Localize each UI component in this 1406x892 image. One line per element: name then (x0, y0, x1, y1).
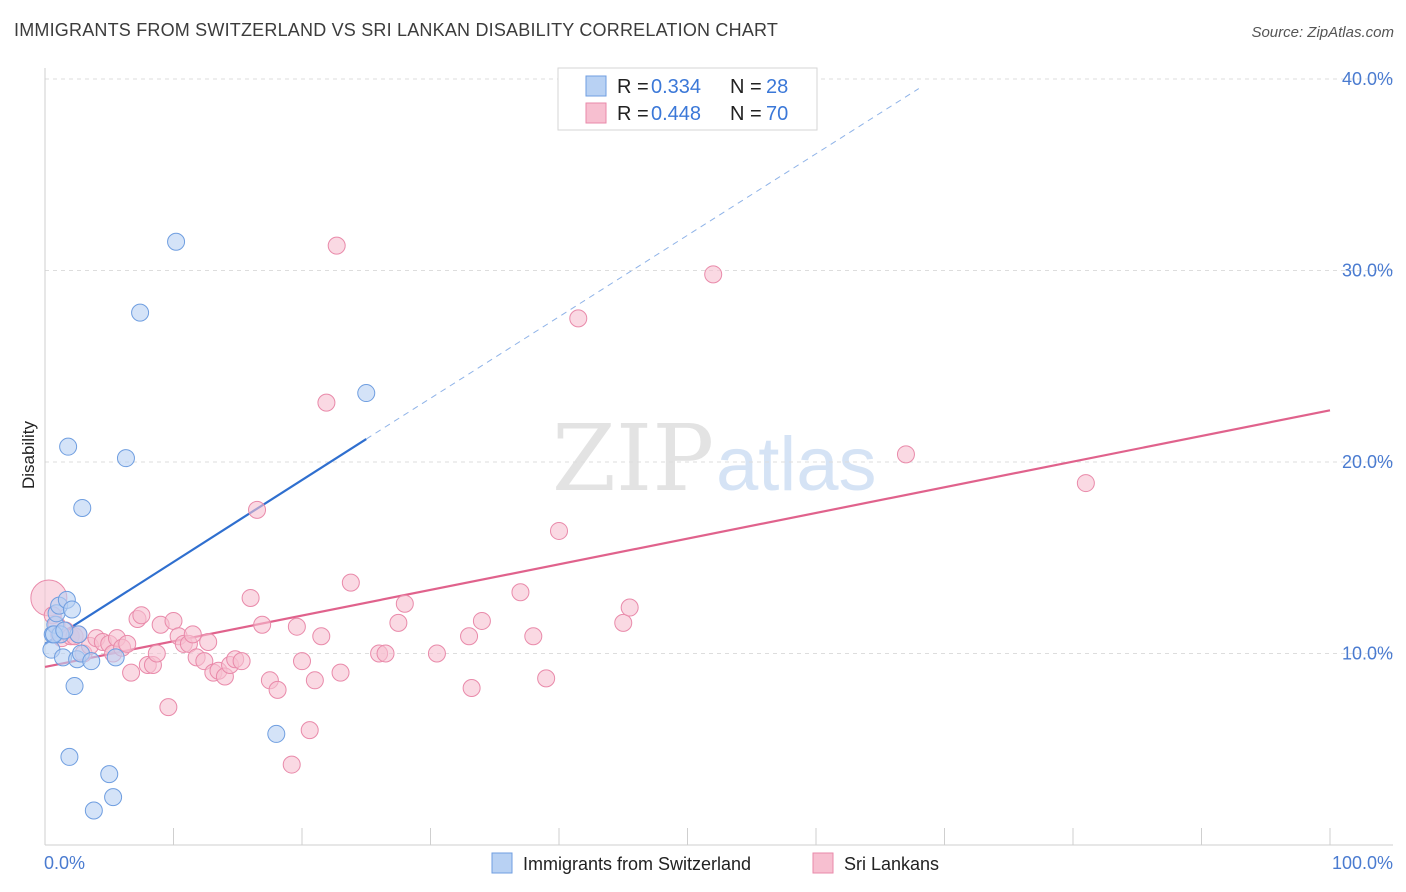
pink-data-point (132, 606, 151, 625)
blue-data-point (82, 652, 101, 671)
pink-data-point (614, 613, 633, 632)
axes (44, 68, 1393, 846)
blue-data-point (59, 437, 78, 456)
blue-data-point (62, 600, 81, 619)
pink-data-point (164, 611, 183, 630)
pink-data-point (183, 625, 202, 644)
pink-data-point (376, 644, 395, 663)
pink-data-point (427, 644, 446, 663)
legend-swatch-blue (585, 75, 607, 97)
legend-n-label: N = (730, 76, 762, 98)
pink-data-point (896, 445, 915, 464)
legend-n-value: 28 (766, 76, 788, 98)
pink-data-point (569, 309, 588, 328)
pink-data-point (331, 663, 350, 682)
pink-data-point (268, 680, 287, 699)
pink-data-point (282, 755, 301, 774)
chart-title: IMMIGRANTS FROM SWITZERLAND VS SRI LANKA… (14, 20, 779, 40)
blue-data-point (100, 765, 119, 784)
legend-r-value: 0.334 (651, 76, 701, 98)
pink-data-point (341, 573, 360, 592)
pink-data-point (524, 627, 543, 646)
legend-r-label: R = (617, 103, 649, 125)
pink-data-point (550, 521, 568, 540)
legend-item-blue: R = 0.334 N = 28 (585, 75, 788, 98)
pink-data-point (317, 393, 336, 412)
blue-data-point (60, 747, 79, 766)
pink-data-point (462, 678, 481, 697)
blue-data-point (106, 648, 125, 667)
legend: R = 0.334 N = 28 R = 0.448 N = 70 (557, 67, 818, 131)
pink-data-point (395, 594, 414, 613)
blue-data-point (357, 384, 376, 403)
blue-data-point (131, 303, 150, 322)
pink-data-point (159, 698, 178, 717)
blue-data-point (104, 788, 123, 807)
blue-data-point (65, 677, 84, 696)
pink-data-point (199, 633, 218, 652)
watermark-atlas: atlas (716, 422, 877, 507)
legend-swatch-pink (585, 102, 607, 124)
pink-data-point (620, 598, 639, 617)
legend-n-value: 70 (766, 103, 788, 125)
pink-data-point (248, 500, 267, 519)
pink-data-point (293, 652, 311, 671)
pink-data-point (253, 615, 272, 634)
pink-data-point (537, 669, 556, 688)
legend-n-label: N = (730, 103, 762, 125)
y-tick-label: 30.0% (1342, 261, 1393, 281)
pink-data-point (118, 634, 137, 653)
pink-data-point (122, 663, 141, 682)
bottom-legend-label: Immigrants from Switzerland (523, 854, 751, 874)
source-label: Source: ZipAtlas.com (1251, 24, 1394, 41)
legend-r-label: R = (617, 76, 649, 98)
pink-data-point (327, 236, 346, 255)
pink-data-point (704, 265, 723, 284)
y-tick-label: 20.0% (1342, 452, 1393, 472)
pink-data-point (147, 644, 166, 663)
bottom-legend-swatch-blue (491, 852, 513, 874)
y-axis-label: Disability (19, 420, 38, 489)
x-tick-label: 0.0% (44, 853, 85, 873)
legend-item-pink: R = 0.448 N = 70 (585, 102, 788, 125)
blue-data-point (167, 232, 186, 251)
pink-data-point (241, 588, 260, 607)
x-tick-labels: 0.0% 100.0% (44, 853, 1393, 873)
pink-data-point (511, 583, 530, 602)
pink-data-point (389, 613, 408, 632)
blue-data-point (116, 449, 135, 468)
blue-data-point (267, 724, 286, 743)
pink-data-point (300, 721, 319, 740)
bottom-legend-label: Sri Lankans (844, 854, 939, 874)
watermark-zip: ZIP (552, 405, 714, 512)
pink-data-point (287, 617, 306, 636)
pink-data-point (232, 652, 251, 671)
blue-trend-extension (365, 88, 920, 440)
blue-data-point (84, 801, 103, 820)
legend-r-value: 0.448 (651, 103, 701, 125)
pink-data-point (1076, 474, 1095, 493)
y-tick-labels: 10.0% 20.0% 30.0% 40.0% (1342, 69, 1393, 664)
blue-trend-line (44, 438, 367, 645)
trend-lines (44, 88, 1331, 668)
pink-data-point (460, 627, 479, 646)
y-tick-label: 40.0% (1342, 69, 1393, 89)
y-tick-label: 10.0% (1342, 644, 1393, 664)
blue-data-point (73, 498, 92, 517)
blue-data-point (55, 621, 74, 640)
pink-data-point (472, 611, 491, 630)
data-points (30, 232, 1095, 820)
pink-data-point (312, 627, 331, 646)
gridlines (45, 78, 1393, 654)
bottom-legend-swatch-pink (812, 852, 834, 874)
x-tick-label: 100.0% (1332, 853, 1393, 873)
bottom-legend: Immigrants from Switzerland Sri Lankans (491, 852, 939, 874)
pink-data-point (305, 671, 324, 690)
